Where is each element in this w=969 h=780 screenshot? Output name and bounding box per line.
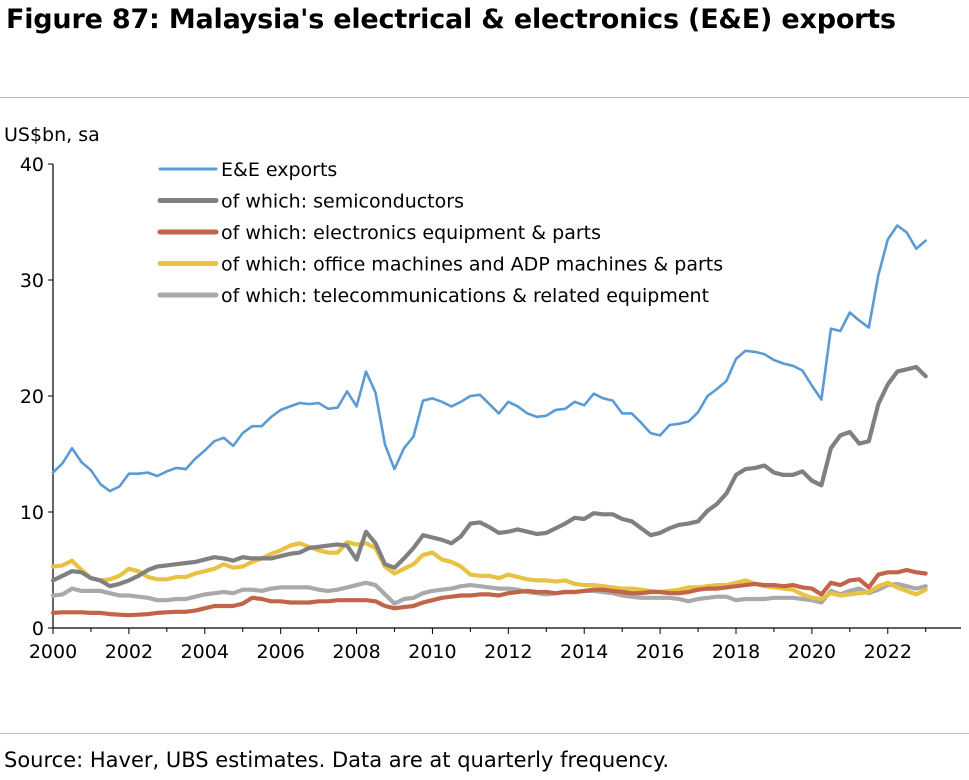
y-tick-label: 10 bbox=[20, 502, 44, 524]
y-tick-label: 20 bbox=[20, 386, 44, 408]
source-note: Source: Haver, UBS estimates. Data are a… bbox=[4, 748, 670, 772]
legend-label: of which: office machines and ADP machin… bbox=[221, 254, 723, 276]
series-line-of-which-electronics-equipment-parts bbox=[50, 567, 928, 618]
series-lines bbox=[50, 224, 928, 618]
x-tick-label: 2006 bbox=[256, 641, 304, 663]
top-divider bbox=[0, 97, 969, 98]
x-tick-label: 2010 bbox=[408, 641, 456, 663]
x-tick-label: 2022 bbox=[864, 641, 912, 663]
y-tick-label: 30 bbox=[20, 270, 44, 292]
series-line-of-which-semiconductors bbox=[50, 364, 928, 589]
series-line-of-which-office-machines-and-adp-machines-parts bbox=[50, 540, 928, 602]
figure-title: Figure 87: Malaysia's electrical & elect… bbox=[6, 4, 896, 35]
y-axis-unit-label: US$bn, sa bbox=[4, 124, 100, 146]
legend: E&E exports of which: semiconductors of wh… bbox=[157, 159, 723, 307]
legend-label: of which: semiconductors bbox=[221, 191, 464, 213]
legend-label: of which: telecommunications & related e… bbox=[221, 285, 709, 307]
line-chart: US$bn, sa 0 10 20 30 40 2000 2002 2004 2006 2008 2… bbox=[4, 124, 961, 663]
legend-label: E&E exports bbox=[221, 159, 337, 181]
axes: 0 10 20 30 40 2000 2002 2004 2006 2008 2010 2012 201… bbox=[20, 154, 961, 663]
y-tick-label: 40 bbox=[20, 154, 44, 176]
series-line-e-e-exports bbox=[51, 224, 928, 493]
series-line-of-which-telecommunications-related-equipment bbox=[50, 580, 928, 606]
x-tick-label: 2012 bbox=[484, 641, 532, 663]
x-tick-label: 2020 bbox=[788, 641, 836, 663]
x-tick-label: 2016 bbox=[636, 641, 684, 663]
x-tick-label: 2018 bbox=[712, 641, 760, 663]
x-tick-label: 2002 bbox=[105, 641, 153, 663]
x-tick-label: 2014 bbox=[560, 641, 608, 663]
y-tick-label: 0 bbox=[32, 618, 44, 640]
x-tick-label: 2004 bbox=[181, 641, 229, 663]
legend-label: of which: electronics equipment & parts bbox=[221, 222, 601, 244]
x-tick-label: 2008 bbox=[332, 641, 380, 663]
x-tick-label: 2000 bbox=[29, 641, 77, 663]
bottom-divider bbox=[0, 733, 969, 734]
